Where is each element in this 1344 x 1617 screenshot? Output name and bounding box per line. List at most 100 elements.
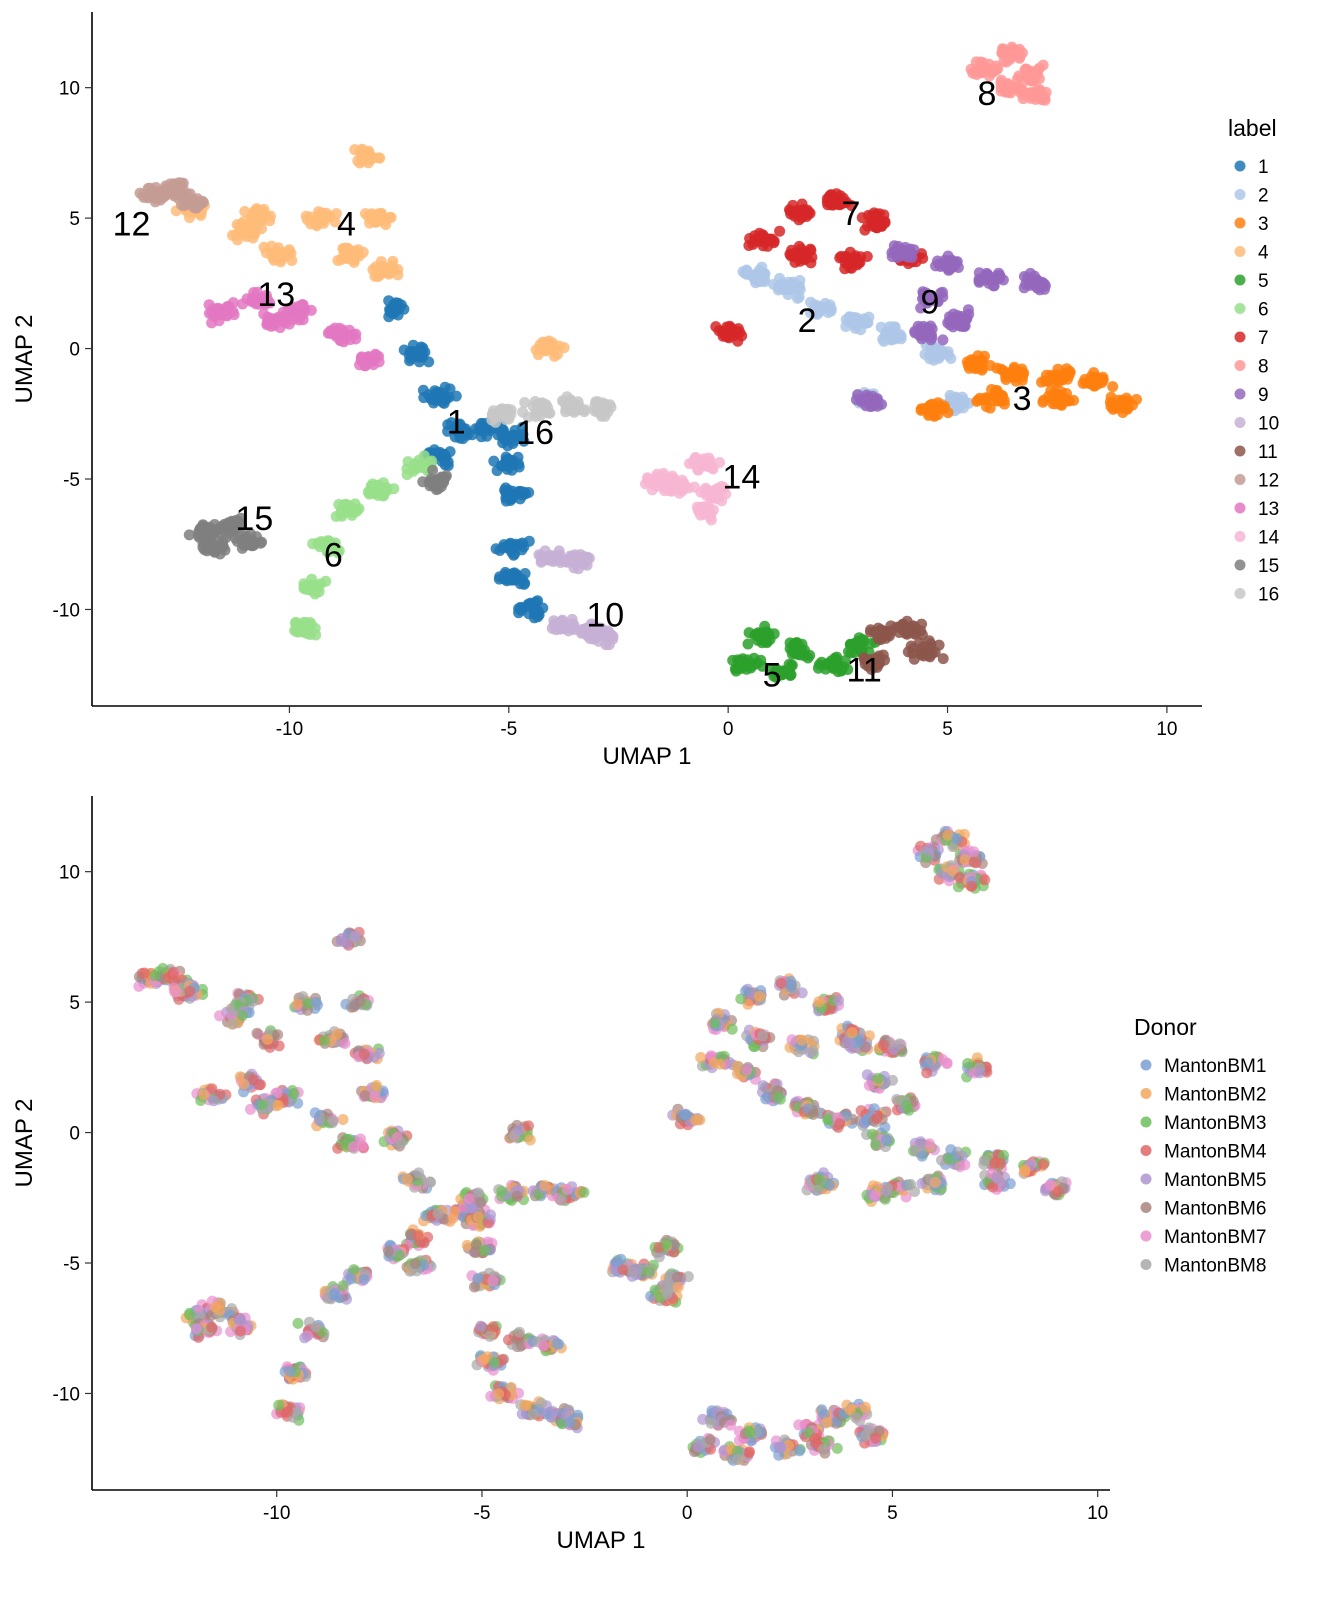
data-point — [996, 75, 1007, 86]
data-point — [145, 189, 156, 200]
data-point — [712, 483, 723, 494]
data-point — [758, 1080, 769, 1091]
data-point — [517, 602, 528, 613]
data-point — [350, 931, 361, 942]
data-point — [880, 1186, 891, 1197]
data-point — [493, 1388, 504, 1399]
data-point — [533, 402, 544, 413]
cluster-label: 15 — [235, 500, 273, 538]
data-point — [571, 556, 582, 567]
data-point — [916, 403, 927, 414]
data-point — [923, 844, 934, 855]
scatter-points — [133, 826, 1071, 1466]
data-point — [1019, 1166, 1030, 1177]
cluster-label: 13 — [257, 276, 295, 314]
legend-entry: 5 — [1258, 271, 1269, 292]
data-point — [286, 255, 297, 266]
data-point — [870, 1433, 881, 1444]
cluster-label: 8 — [978, 75, 997, 113]
data-point — [957, 392, 968, 403]
data-point — [873, 1073, 884, 1084]
data-point — [238, 216, 249, 227]
data-point — [794, 241, 805, 252]
data-point — [534, 610, 545, 621]
legend-swatch — [1235, 588, 1246, 599]
data-point — [794, 1445, 805, 1456]
data-point — [581, 554, 592, 565]
legend-entry: 1 — [1258, 157, 1269, 178]
data-point — [208, 1095, 219, 1106]
data-point — [921, 1067, 932, 1078]
data-point — [1131, 394, 1142, 405]
data-point — [238, 1079, 249, 1090]
data-point — [818, 1444, 829, 1455]
legend-entry: 12 — [1258, 471, 1279, 492]
data-point — [514, 1124, 525, 1135]
data-point — [695, 456, 706, 467]
data-point — [319, 1035, 330, 1046]
data-point — [414, 356, 425, 367]
data-point — [417, 476, 428, 487]
data-point — [822, 1114, 833, 1125]
legend-swatch — [1235, 446, 1246, 457]
data-point — [878, 1039, 889, 1050]
cluster-label: 6 — [324, 537, 343, 575]
legend-entry: 9 — [1258, 385, 1269, 406]
x-axis-title: UMAP 1 — [603, 743, 692, 770]
cluster-label: 12 — [113, 205, 151, 243]
data-point — [487, 409, 498, 420]
legend-entry: 6 — [1258, 300, 1269, 321]
data-point — [979, 1155, 990, 1166]
data-point — [388, 483, 399, 494]
data-point — [365, 154, 376, 165]
y-axis-title: UMAP 2 — [11, 315, 38, 404]
data-point — [489, 1357, 500, 1368]
data-point — [774, 283, 785, 294]
data-point — [542, 402, 553, 413]
legend-entry: 3 — [1258, 214, 1269, 235]
data-point — [840, 251, 851, 262]
data-point — [305, 212, 316, 223]
data-point — [862, 1069, 873, 1080]
data-point — [289, 1088, 300, 1099]
cluster-label: 4 — [337, 205, 356, 243]
data-point — [951, 834, 962, 845]
data-point — [537, 337, 548, 348]
data-point — [812, 1185, 823, 1196]
legend-entry: 16 — [1258, 585, 1279, 606]
data-point — [498, 426, 509, 437]
data-point — [413, 1167, 424, 1178]
data-point — [855, 257, 866, 268]
data-point — [525, 1135, 536, 1146]
data-point — [743, 659, 754, 670]
data-point — [775, 1442, 786, 1453]
data-point — [565, 1417, 576, 1428]
data-point — [681, 1109, 692, 1120]
data-point — [533, 549, 544, 560]
data-point — [285, 1366, 296, 1377]
data-point — [402, 469, 413, 480]
data-point — [776, 978, 787, 989]
y-tick-label: 5 — [69, 209, 80, 230]
data-point — [184, 986, 195, 997]
data-point — [760, 1094, 771, 1105]
data-point — [905, 1179, 916, 1190]
legend-swatch — [1235, 389, 1246, 400]
data-point — [787, 200, 798, 211]
data-point — [479, 1245, 490, 1256]
data-point — [237, 1010, 248, 1021]
data-point — [943, 1154, 954, 1165]
data-point — [579, 406, 590, 417]
data-point — [740, 986, 751, 997]
legend-swatch — [1235, 503, 1246, 514]
data-point — [265, 211, 276, 222]
data-point — [500, 414, 511, 425]
data-point — [433, 1208, 444, 1219]
cluster-label: 1 — [447, 404, 466, 442]
data-point — [485, 1209, 496, 1220]
data-point — [383, 1246, 394, 1257]
data-point — [856, 1105, 867, 1116]
data-point — [520, 1400, 531, 1411]
